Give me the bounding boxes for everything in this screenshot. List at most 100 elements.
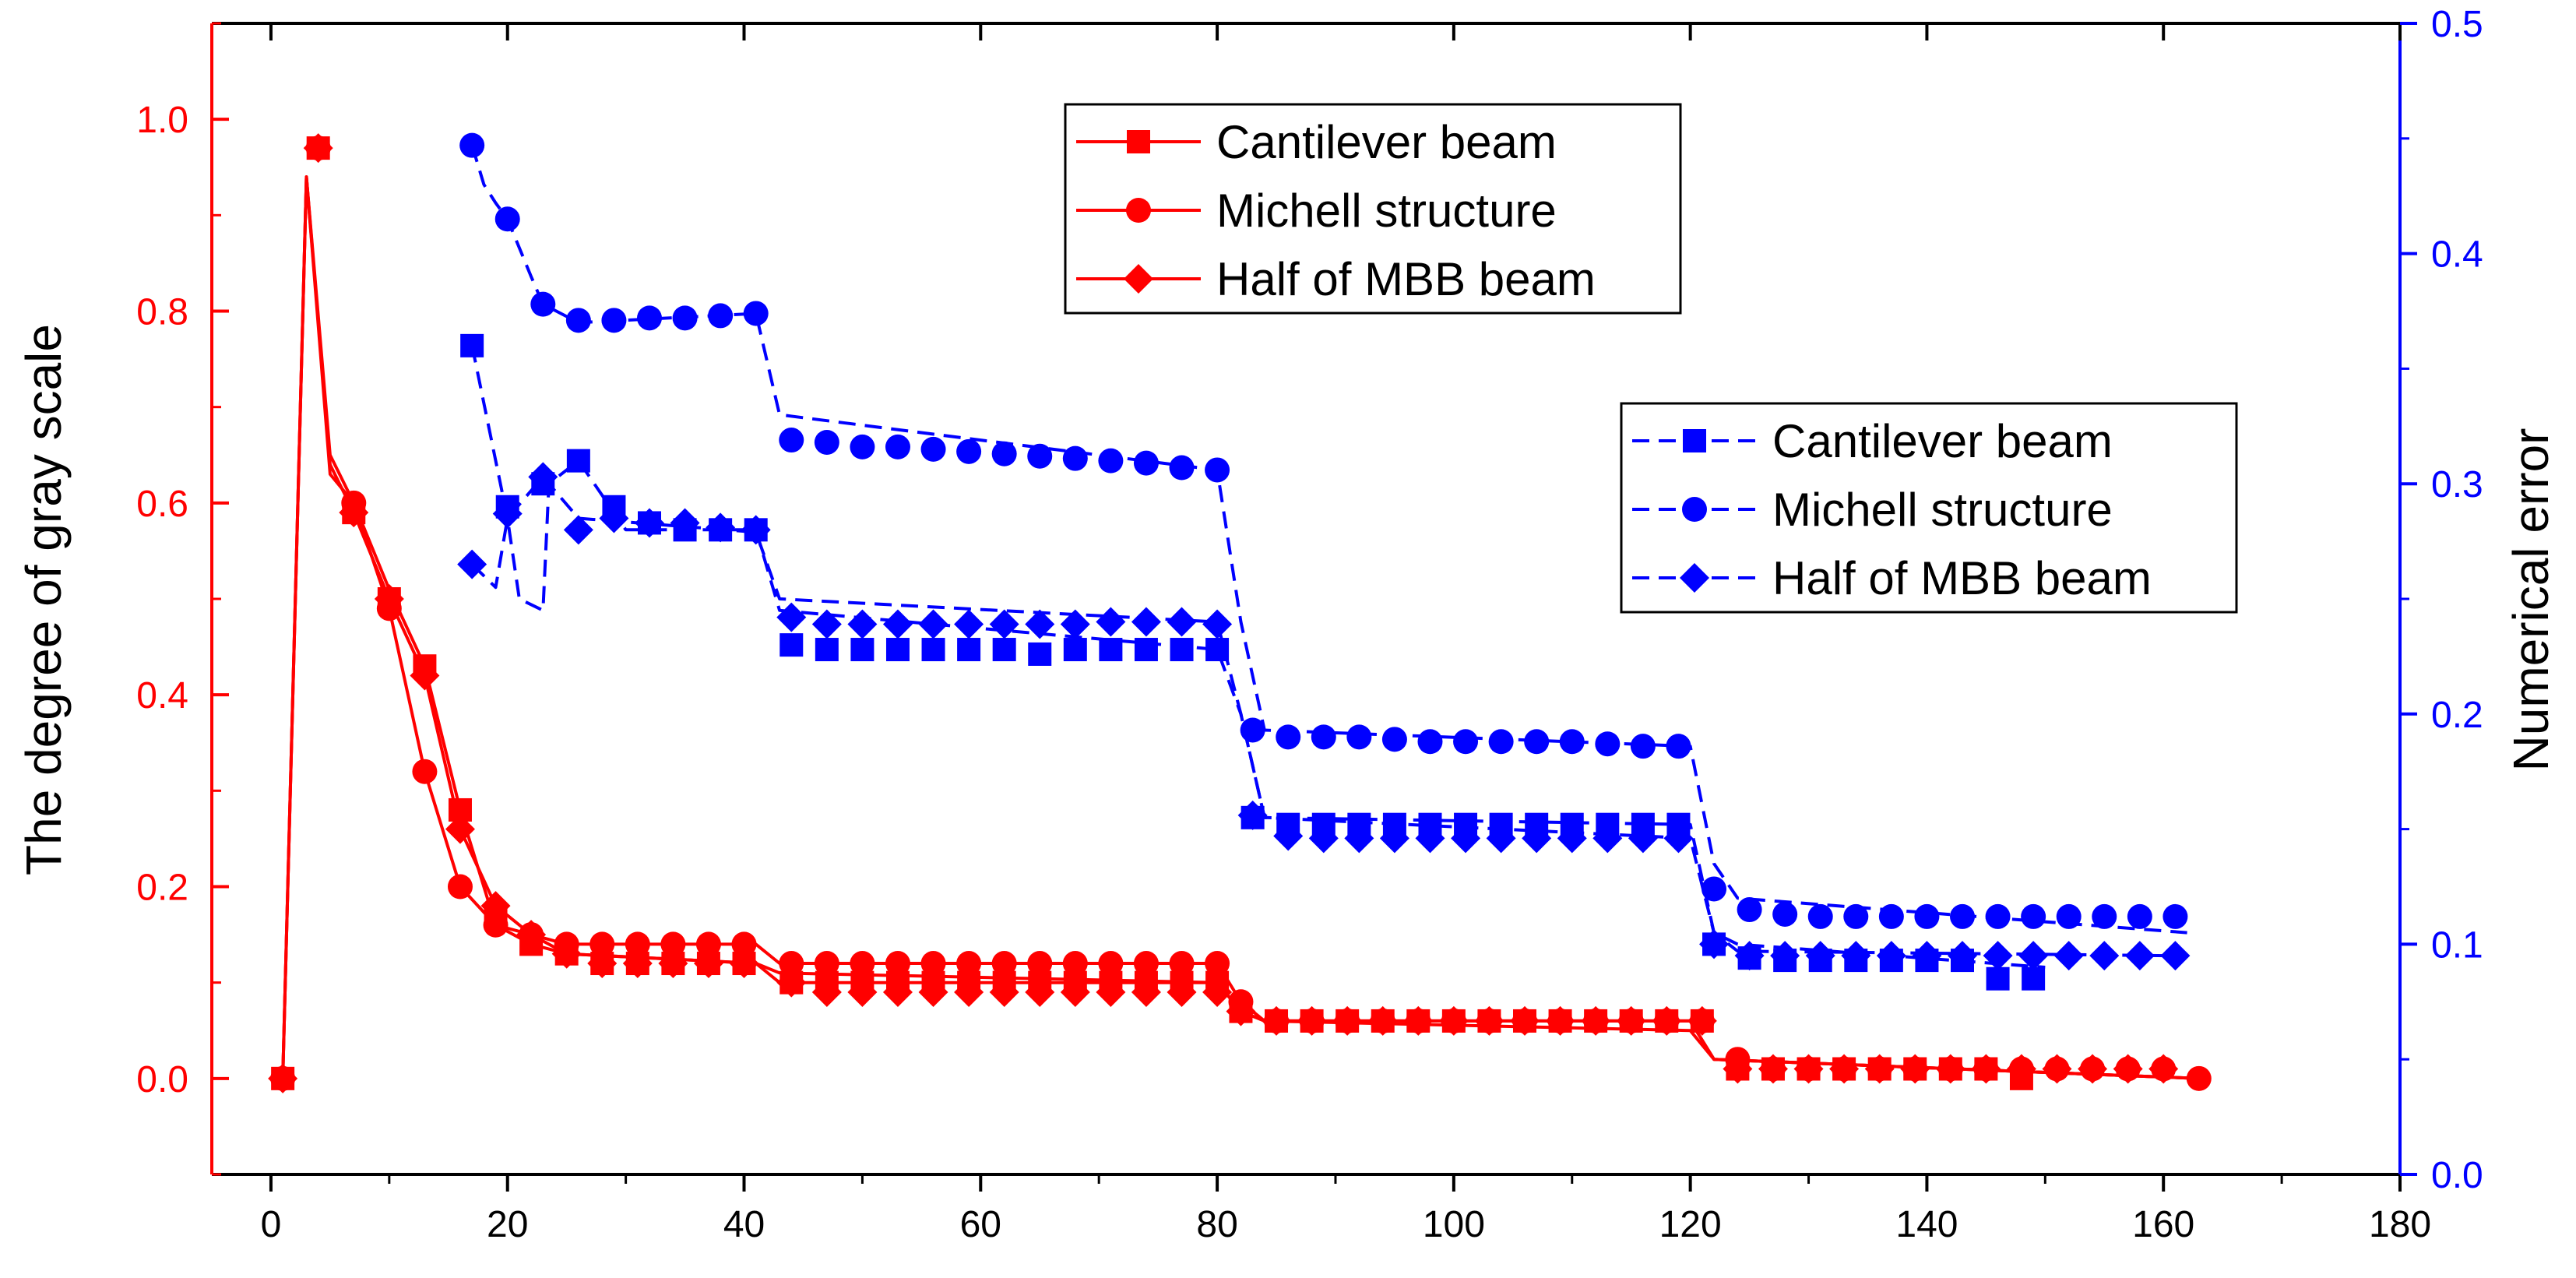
x-tick-label: 20 xyxy=(487,1204,528,1245)
data-point-gray-diamond-38 xyxy=(1616,1005,1646,1036)
data-point-error-square-14 xyxy=(957,638,981,662)
data-point-error-square-20 xyxy=(1170,638,1194,662)
data-point-gray-diamond-32 xyxy=(1403,1005,1434,1036)
series-gray-diamond xyxy=(268,133,2199,1093)
data-point-error-diamond-32 xyxy=(1592,823,1623,854)
data-point-error-diamond-39 xyxy=(1841,941,1871,971)
data-point-error-diamond-44 xyxy=(2018,941,2049,971)
data-point-gray-diamond-5 xyxy=(445,814,475,844)
data-point-gray-diamond-36 xyxy=(1545,1005,1575,1036)
data-point-gray-diamond-31 xyxy=(1367,1005,1398,1036)
data-point-error-circle-16 xyxy=(1027,443,1053,469)
data-point-error-circle-43 xyxy=(1985,903,2011,929)
data-point-gray-diamond-21 xyxy=(1025,977,1055,1007)
data-point-gray-diamond-53 xyxy=(2148,1054,2179,1084)
data-point-gray-circle-10 xyxy=(625,931,650,957)
data-point-gray-diamond-41 xyxy=(1723,1054,1753,1084)
data-point-gray-diamond-15 xyxy=(811,977,842,1007)
legend-label: Half of MBB beam xyxy=(1216,253,1596,305)
data-point-gray-diamond-28 xyxy=(1262,1005,1292,1036)
x-tick-label: 160 xyxy=(2132,1204,2194,1245)
data-point-gray-diamond-6 xyxy=(480,891,511,921)
data-point-error-diamond-18 xyxy=(1096,607,1126,637)
data-point-error-circle-41 xyxy=(1914,903,1940,929)
data-point-gray-diamond-40 xyxy=(1687,1005,1717,1036)
data-point-error-square-43 xyxy=(1986,966,2010,991)
data-point-error-circle-37 xyxy=(1772,901,1798,927)
data-point-gray-diamond-29 xyxy=(1297,1005,1327,1036)
data-point-gray-diamond-46 xyxy=(1900,1054,1930,1084)
y-left-tick-label: 0.2 xyxy=(136,868,188,909)
data-point-error-circle-42 xyxy=(1950,903,1975,929)
y-left-tick-label: 1.0 xyxy=(136,100,188,141)
x-tick-label: 140 xyxy=(1895,1204,1958,1245)
legend-numerical-error: Cantilever beam Michell structure Half of … xyxy=(1620,402,2238,614)
data-point-error-circle-45 xyxy=(2056,903,2082,929)
data-point-error-circle-31 xyxy=(1559,729,1585,755)
data-point-gray-diamond-19 xyxy=(954,977,984,1007)
data-point-error-circle-0 xyxy=(459,132,485,158)
y-right-tick-label: 0.0 xyxy=(2431,1155,2483,1196)
data-point-gray-diamond-49 xyxy=(2006,1054,2036,1084)
data-point-error-square-9 xyxy=(779,633,804,657)
data-point-gray-circle-25 xyxy=(1169,951,1195,977)
legend-label: Michell structure xyxy=(1772,484,2113,536)
data-point-error-circle-34 xyxy=(1666,734,1691,759)
data-point-error-circle-38 xyxy=(1807,903,1833,929)
data-point-gray-diamond-10 xyxy=(622,949,653,979)
legend-label: Cantilever beam xyxy=(1772,415,2113,467)
data-point-error-diamond-4 xyxy=(599,503,629,533)
data-point-error-diamond-3 xyxy=(563,515,593,545)
data-point-error-diamond-33 xyxy=(1628,823,1658,854)
data-point-error-circle-11 xyxy=(850,434,875,459)
data-point-gray-diamond-18 xyxy=(918,977,948,1007)
data-point-error-diamond-43 xyxy=(1983,941,2013,971)
data-point-error-circle-5 xyxy=(637,305,662,331)
data-point-gray-diamond-51 xyxy=(2078,1054,2108,1084)
legend-label: Michell structure xyxy=(1216,185,1557,237)
data-point-gray-circle-18 xyxy=(920,951,946,977)
x-tick-label: 120 xyxy=(1659,1204,1722,1245)
data-point-error-circle-27 xyxy=(1417,729,1443,755)
data-point-error-diamond-5 xyxy=(635,508,664,538)
data-point-gray-diamond-48 xyxy=(1971,1054,2001,1084)
data-point-error-circle-19 xyxy=(1133,450,1159,476)
data-point-gray-diamond-44 xyxy=(1829,1054,1860,1084)
y-right-tick-label: 0.5 xyxy=(2431,4,2483,45)
data-point-error-diamond-19 xyxy=(1131,607,1161,637)
data-point-gray-circle-15 xyxy=(814,951,839,977)
data-point-error-diamond-41 xyxy=(1912,941,1942,971)
data-point-error-circle-20 xyxy=(1169,455,1195,481)
data-point-gray-diamond-11 xyxy=(658,949,688,979)
y-right-tick-label: 0.4 xyxy=(2431,234,2483,276)
data-point-error-diamond-38 xyxy=(1805,941,1835,971)
data-point-error-diamond-31 xyxy=(1557,823,1587,854)
data-point-error-square-3 xyxy=(566,449,590,473)
data-point-error-square-11 xyxy=(850,638,875,662)
data-point-error-circle-3 xyxy=(565,308,591,333)
x-tick-label: 0 xyxy=(261,1204,282,1245)
legend-marker-square xyxy=(1683,429,1706,452)
data-point-error-diamond-28 xyxy=(1451,823,1481,854)
x-tick-label: 80 xyxy=(1196,1204,1237,1245)
data-point-gray-diamond-14 xyxy=(776,967,807,998)
data-point-error-circle-26 xyxy=(1381,727,1407,752)
data-point-error-circle-13 xyxy=(920,436,946,462)
y-left-tick-label: 0.0 xyxy=(136,1059,188,1100)
data-point-gray-circle-12 xyxy=(695,931,721,957)
data-point-error-diamond-27 xyxy=(1415,823,1445,854)
data-point-gray-circle-11 xyxy=(660,931,686,957)
data-point-gray-circle-13 xyxy=(731,931,757,957)
data-point-error-square-16 xyxy=(1028,642,1052,666)
data-point-gray-diamond-30 xyxy=(1332,1005,1363,1036)
data-point-gray-diamond-9 xyxy=(587,949,618,979)
legend-label: Half of MBB beam xyxy=(1772,552,2152,604)
data-point-error-diamond-20 xyxy=(1167,607,1197,637)
data-point-error-diamond-2 xyxy=(528,462,558,492)
legend-gray-scale: Cantilever beam Michell structure Half of … xyxy=(1064,103,1682,315)
data-point-gray-diamond-45 xyxy=(1864,1054,1895,1084)
data-point-gray-diamond-52 xyxy=(2113,1054,2143,1084)
data-point-error-diamond-37 xyxy=(1770,941,1800,971)
data-point-error-circle-47 xyxy=(2127,903,2152,929)
data-point-error-diamond-10 xyxy=(811,609,842,639)
